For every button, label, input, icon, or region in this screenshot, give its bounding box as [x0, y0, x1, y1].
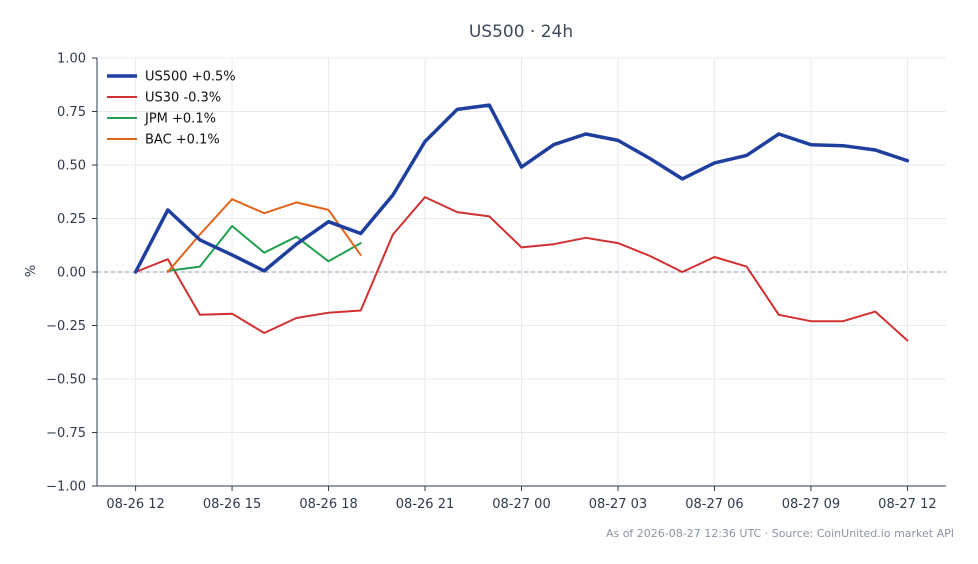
y-tick-label: −1.00: [46, 480, 86, 495]
x-tick-label: 08-26 15: [203, 497, 261, 512]
legend-label: JPM +0.1%: [144, 112, 216, 127]
x-tick-label: 08-26 12: [106, 497, 164, 512]
y-tick-label: −0.25: [46, 319, 86, 334]
x-tick-label: 08-27 03: [589, 497, 647, 512]
y-tick-label: 1.00: [57, 52, 86, 67]
legend-label: US500 +0.5%: [145, 70, 236, 85]
series-line-jpm: [166, 225, 362, 272]
source-footnote: As of 2026-08-27 12:36 UTC · Source: Coi…: [606, 527, 954, 540]
y-tick-label: 0.00: [57, 266, 86, 281]
y-tick-label: 0.25: [57, 212, 86, 227]
x-tick-label: 08-27 09: [782, 497, 840, 512]
series-lines: [133, 103, 910, 342]
y-tick-label: −0.75: [46, 426, 86, 441]
series-line-bac: [166, 198, 362, 273]
legend-label: US30 -0.3%: [145, 91, 221, 106]
x-tick-label: 08-27 06: [685, 497, 743, 512]
x-tick-label: 08-27 12: [878, 497, 936, 512]
grid-lines: [97, 57, 946, 487]
x-tick-label: 08-27 00: [492, 497, 550, 512]
legend-label: BAC +0.1%: [145, 133, 220, 148]
y-tick-label: 0.75: [57, 105, 86, 120]
chart-title: US500 · 24h: [469, 22, 573, 42]
legend: US500 +0.5% US30 -0.3% JPM +0.1% BAC +0.1%: [107, 70, 236, 148]
x-axis-ticks: 08-26 12 08-26 15 08-26 18 08-26 21 08-27 00…: [106, 486, 937, 512]
series-line-us500: [133, 103, 910, 274]
y-tick-label: −0.50: [46, 373, 86, 388]
x-tick-label: 08-26 18: [299, 497, 357, 512]
series-line-us30: [134, 196, 909, 342]
y-axis-label: %: [24, 265, 39, 277]
y-tick-label: 0.50: [57, 159, 86, 174]
x-tick-label: 08-26 21: [396, 497, 454, 512]
y-axis-ticks: 1.00 0.75 0.50 0.25 0.00 −0.25 −0.50 −0.75 −1.00: [46, 52, 97, 495]
